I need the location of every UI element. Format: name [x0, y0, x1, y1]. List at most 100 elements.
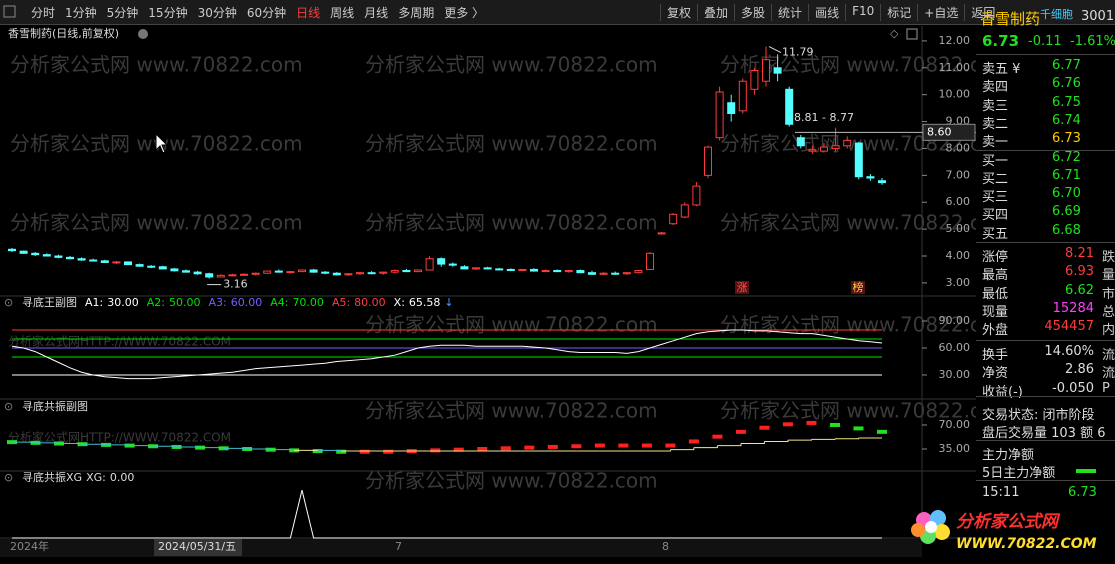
logo-flower [911, 510, 950, 544]
period-button[interactable]: 月线 [364, 5, 389, 20]
candle-body [599, 272, 608, 275]
divider [976, 242, 1115, 243]
action-button[interactable]: +自选 [917, 3, 964, 21]
date-cursor [154, 539, 242, 556]
indicator-header: A2: [147, 296, 165, 309]
crosshair-label: 8.60 [927, 125, 952, 138]
book-row: 卖四 6.76 [982, 76, 1115, 96]
action-button[interactable]: 叠加 [697, 3, 734, 21]
stat-row: 最高 6.93 量 [982, 264, 1115, 283]
candle-body [796, 137, 805, 147]
book-label: 买一 [982, 153, 1009, 169]
candle-body [390, 270, 399, 273]
stock-name: 香雪制药 [980, 10, 1041, 28]
range-label: 8.81 - 8.77 [794, 111, 854, 124]
stock-tag[interactable]: 千细胞 [1040, 8, 1073, 21]
book-price: 6.70 [1052, 186, 1081, 202]
candle-body [495, 268, 504, 271]
period-button[interactable]: 分时 [31, 5, 56, 20]
watermark: 分析家公式网 www.70822.com [720, 211, 976, 235]
header-icon: ⊙ [4, 471, 13, 484]
candle-body [332, 272, 341, 276]
stat-label: 外盘 [982, 323, 1009, 339]
stat-extra: 跌 [1102, 250, 1115, 265]
resonance-line [693, 445, 718, 449]
menu-icon[interactable] [3, 5, 16, 18]
action-bar: 复权 叠加 多股 统计 画线 F10 标记 +自选 返回 [660, 3, 1001, 21]
action-button[interactable]: F10 [845, 3, 880, 21]
xg-line [12, 490, 882, 539]
candle-body [205, 273, 214, 278]
resonance-dash [618, 443, 629, 448]
y-tick-label: 7.00 [946, 168, 971, 181]
period-button[interactable]: 多周期 [398, 5, 435, 20]
resonance-line [646, 449, 671, 452]
stat-value: 14.60% [1044, 344, 1094, 359]
resonance-dash [688, 439, 699, 444]
candle-body [506, 268, 515, 271]
mouse-cursor [155, 132, 169, 154]
period-button[interactable]: 15分钟 [148, 5, 188, 20]
book-price: 6.68 [1052, 222, 1081, 238]
resonance-dash [336, 449, 347, 454]
book-label: 卖四 [982, 80, 1009, 96]
badge [735, 281, 749, 294]
candle-body [692, 185, 701, 206]
action-button[interactable]: 复权 [660, 3, 697, 21]
period-button[interactable]: 60分钟 [246, 5, 287, 20]
resonance-dash [547, 444, 558, 449]
book-price: 6.77 [1052, 58, 1081, 73]
indicator-header: 65.58 [409, 296, 441, 309]
resonance-dash [665, 443, 676, 448]
change-pct: -1.61% [1070, 34, 1115, 49]
period-button[interactable]: 5分钟 [106, 5, 139, 20]
indicator-header: 0.00 [110, 471, 135, 484]
y-tick-label: 90.00 [939, 314, 971, 327]
candle-body [588, 272, 596, 275]
book-row: 卖五 ¥ 6.77 [982, 58, 1115, 77]
close-icon[interactable] [906, 28, 918, 40]
book-row: 买三 6.70 [982, 186, 1115, 205]
candle-body [286, 271, 295, 274]
diamond-icon[interactable]: ◇ [890, 27, 899, 40]
action-button[interactable]: 多股 [734, 3, 771, 21]
resonance-dash [853, 426, 864, 431]
stat-value: 2.86 [1065, 362, 1094, 378]
indicator-header: XG: [86, 471, 106, 484]
book-price: 6.72 [1052, 149, 1081, 165]
divider [976, 340, 1115, 341]
stat-label: 最低 [982, 286, 1009, 302]
period-button[interactable]: 1分钟 [65, 5, 97, 20]
stat-value: 8.21 [1065, 246, 1094, 261]
stat-label: 现量 [982, 304, 1009, 320]
book-label: 卖一 [982, 135, 1009, 151]
candle-body [251, 272, 260, 275]
period-button[interactable]: 日线 [296, 5, 321, 20]
stat-value: 454457 [1044, 319, 1094, 335]
action-button[interactable]: 统计 [771, 3, 808, 21]
resonance-dash [759, 425, 770, 430]
candle-body [309, 269, 318, 273]
candle-body [356, 272, 364, 275]
title-icon[interactable] [138, 29, 148, 39]
flow-bar [1076, 469, 1096, 473]
flow-label: 主力净额 [982, 448, 1035, 463]
flow5-label: 5日主力净额 [982, 466, 1056, 481]
candle-body [170, 268, 179, 272]
stat-value: 6.62 [1065, 282, 1094, 298]
candle-body [750, 69, 759, 90]
candle-body [298, 269, 306, 273]
candle-body [866, 176, 875, 179]
period-button[interactable]: 周线 [330, 5, 355, 20]
action-button[interactable]: 标记 [880, 3, 917, 21]
resonance-line [740, 441, 765, 445]
watermark: 分析家公式网 www.70822.com [10, 211, 303, 235]
action-button[interactable]: 画线 [808, 3, 845, 21]
candle-body [182, 270, 190, 273]
period-button[interactable]: 30分钟 [197, 5, 237, 20]
action-button[interactable]: 返回 [964, 3, 1001, 21]
resonance-dash [877, 429, 887, 434]
period-button[interactable]: 更多 〉 [444, 5, 485, 20]
resonance-dash [524, 445, 535, 450]
